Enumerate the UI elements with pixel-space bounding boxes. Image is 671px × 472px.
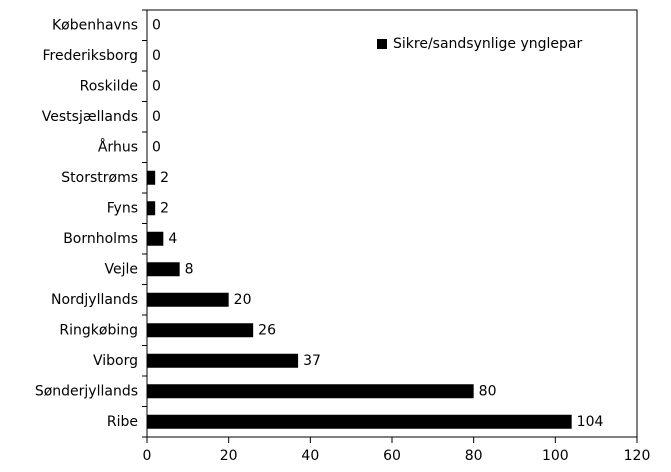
- data-label: 104: [577, 414, 604, 430]
- y-tick-label: Ringkøbing: [59, 322, 138, 338]
- bar: [147, 292, 229, 307]
- y-tick-label: Sønderjyllands: [35, 383, 138, 399]
- y-tick-label: Vejle: [105, 261, 139, 277]
- data-label: 4: [168, 231, 177, 247]
- data-label: 0: [152, 48, 161, 64]
- data-label: 2: [160, 170, 169, 186]
- y-tick-label: Københavns: [52, 17, 138, 33]
- data-label: 26: [258, 322, 276, 338]
- data-label: 0: [152, 78, 161, 94]
- x-tick-label: 20: [220, 448, 238, 464]
- y-tick-label: Roskilde: [80, 78, 138, 94]
- bar: [147, 323, 254, 338]
- data-label: 80: [479, 383, 497, 399]
- y-tick-label: Ribe: [107, 414, 138, 430]
- data-label: 20: [234, 292, 252, 308]
- bar: [147, 353, 299, 368]
- y-tick-label: Storstrøms: [61, 170, 138, 186]
- bar: [147, 201, 156, 216]
- y-tick-label: Nordjyllands: [51, 292, 138, 308]
- x-tick-label: 40: [301, 448, 319, 464]
- x-tick-label: 80: [465, 448, 483, 464]
- data-label: 0: [152, 109, 161, 125]
- legend-swatch: [377, 39, 387, 49]
- plot-frame: [146, 9, 638, 438]
- bar: [147, 170, 156, 185]
- y-tick-label: Bornholms: [63, 231, 138, 247]
- x-tick-label: 120: [624, 448, 651, 464]
- y-tick-label: Frederiksborg: [43, 48, 139, 64]
- x-tick-label: 0: [143, 448, 152, 464]
- x-tick-label: 60: [383, 448, 401, 464]
- data-label: 0: [152, 17, 161, 33]
- bar: [147, 262, 180, 277]
- y-tick-label: Fyns: [107, 200, 138, 216]
- bar: [147, 231, 164, 246]
- data-label: 2: [160, 200, 169, 216]
- y-tick-label: Viborg: [93, 353, 138, 369]
- x-tick-label: 100: [542, 448, 569, 464]
- y-tick-label: Århus: [98, 138, 138, 155]
- legend-label: Sikre/sandsynlige ynglepar: [393, 36, 582, 52]
- bar: [147, 414, 572, 429]
- bar: [147, 384, 474, 399]
- data-label: 0: [152, 139, 161, 155]
- y-tick-label: Vestsjællands: [42, 109, 138, 125]
- data-label: 8: [185, 261, 194, 277]
- data-label: 37: [303, 353, 321, 369]
